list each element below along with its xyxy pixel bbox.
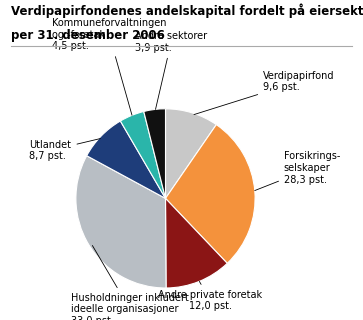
Wedge shape (166, 124, 255, 263)
Text: Verdipapirfond
9,6 pst.: Verdipapirfond 9,6 pst. (194, 71, 335, 115)
Text: Forsikrings-
selskaper
28,3 pst.: Forsikrings- selskaper 28,3 pst. (255, 151, 340, 191)
Text: per 31. desember 2006: per 31. desember 2006 (11, 29, 165, 42)
Text: Husholdninger inkludert
ideelle organisasjoner
33,0 pst.: Husholdninger inkludert ideelle organisa… (71, 245, 189, 320)
Wedge shape (166, 109, 216, 198)
Wedge shape (87, 121, 166, 198)
Text: Verdipapirfondenes andelskapital fordelt på eiersektorer: Verdipapirfondenes andelskapital fordelt… (11, 3, 363, 18)
Wedge shape (144, 109, 166, 198)
Text: Kommuneforvaltningen
og -foretak
4,5 pst.: Kommuneforvaltningen og -foretak 4,5 pst… (52, 18, 166, 115)
Wedge shape (76, 156, 166, 288)
Text: Andre private foretak
12,0 pst.: Andre private foretak 12,0 pst. (158, 281, 262, 311)
Text: Utlandet
8,7 pst.: Utlandet 8,7 pst. (29, 139, 101, 161)
Wedge shape (121, 111, 166, 198)
Text: Andre sektorer
3,9 pst.: Andre sektorer 3,9 pst. (135, 31, 207, 109)
Wedge shape (166, 198, 227, 288)
